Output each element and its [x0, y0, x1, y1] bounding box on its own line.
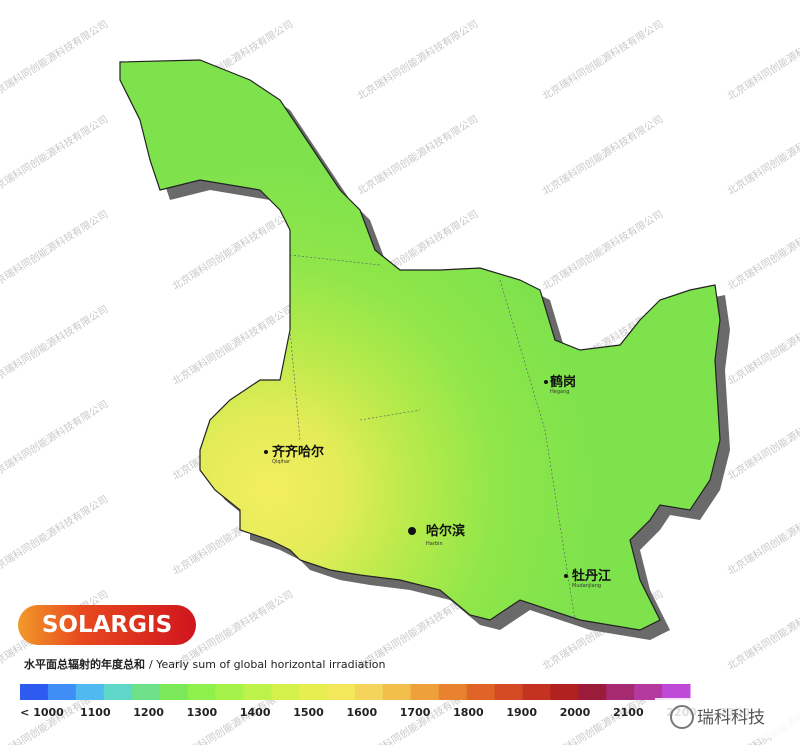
watermark-text: 北京瑞科同创能源科技有限公司	[540, 17, 666, 102]
legend-label: 1100	[80, 706, 111, 719]
watermark-text: 北京瑞科同创能源科技有限公司	[0, 492, 110, 577]
legend-label: 1800	[453, 706, 484, 719]
legend-swatch	[466, 684, 496, 700]
legend-swatch	[606, 684, 635, 700]
watermark-text: 北京瑞科同创能源科技有限公司	[725, 492, 800, 577]
watermark-text: 北京瑞科同创能源科技有限公司	[0, 397, 110, 482]
province-map	[119, 59, 730, 640]
watermark-text: 北京瑞科同创能源科技有限公司	[725, 302, 800, 387]
solargis-logo: SOLARGIS	[18, 605, 196, 645]
legend-swatch	[327, 684, 356, 700]
legend-swatch	[550, 684, 579, 700]
legend-label: < 1000	[20, 706, 64, 719]
legend-swatch	[103, 684, 133, 700]
legend-swatch	[382, 684, 412, 700]
city-name: 齐齐哈尔	[272, 444, 324, 460]
city-name: 哈尔滨	[426, 523, 465, 539]
legend-swatch	[410, 684, 440, 700]
watermark-text: 北京瑞科同创能源科技有限公司	[0, 207, 110, 292]
city-name-en: Hegang	[550, 389, 569, 395]
legend-swatch	[75, 684, 105, 700]
boundary-lines	[289, 254, 576, 621]
watermark-text: 北京瑞科同创能源科技有限公司	[0, 17, 110, 102]
watermark-text: 北京瑞科同创能源科技有限公司	[540, 207, 666, 292]
badge-text: 瑞科科技	[697, 708, 765, 728]
watermark-text: 北京瑞科同创能源科技有限公司	[725, 17, 800, 102]
city-dot	[564, 574, 568, 578]
city-name: 牡丹江	[572, 568, 611, 584]
watermark-text: 北京瑞科同创能源科技有限公司	[725, 587, 800, 672]
legend-swatch	[271, 684, 300, 700]
legend-swatch	[634, 684, 663, 700]
legend-label: 2000	[560, 706, 591, 719]
map-region	[119, 59, 721, 631]
legend-swatch	[159, 684, 188, 700]
logo-text: SOLARGIS	[42, 612, 172, 638]
legend: < 1000 1100 1200 1300 1400 1500 1600 1700 1800 19…	[20, 684, 751, 719]
watermark-text: 北京瑞科同创能源科技有限公司	[170, 207, 296, 292]
caption: 水平面总辐射的年度总和 / Yearly sum of global horizo…	[24, 657, 386, 671]
legend-label: 1500	[293, 706, 324, 719]
badge-icon	[670, 705, 694, 729]
legend-label: 2100	[613, 706, 644, 719]
legend-swatch	[243, 684, 272, 700]
legend-swatch	[47, 684, 77, 700]
watermark-text: 北京瑞科同创能源科技有限公司	[170, 302, 296, 387]
watermark-text: 北京瑞科同创能源科技有限公司	[725, 112, 800, 197]
city-name-en: Qiqihar	[272, 459, 291, 465]
legend-swatch	[299, 684, 328, 700]
city-dot	[408, 527, 416, 535]
watermark-text: 北京瑞科同创能源科技有限公司	[0, 112, 110, 197]
legend-swatch	[355, 684, 384, 700]
watermark-text: 北京瑞科同创能源科技有限公司	[725, 397, 800, 482]
city-name-en: Harbin	[426, 541, 443, 547]
legend-swatch	[662, 684, 691, 700]
city-dot	[544, 380, 548, 384]
legend-swatch	[215, 684, 244, 700]
legend-label: 1200	[133, 706, 164, 719]
city-name-en: Mudanjiang	[572, 583, 601, 589]
badge-bg	[655, 698, 800, 738]
wechat-badge: 瑞科科技	[655, 698, 800, 738]
city-dot	[264, 450, 268, 454]
legend-label: 1700	[400, 706, 431, 719]
legend-swatch	[20, 684, 49, 700]
watermark-text: 北京瑞科同创能源科技有限公司	[0, 302, 110, 387]
legend-label: 1600	[346, 706, 377, 719]
watermark-text: 北京瑞科同创能源科技有限公司	[355, 17, 481, 102]
legend-label: 1300	[187, 706, 218, 719]
watermark-text: 北京瑞科同创能源科技有限公司	[540, 112, 666, 197]
watermark-text: 北京瑞科同创能源科技有限公司	[355, 112, 481, 197]
legend-swatch	[187, 684, 216, 700]
city-name: 鹤岗	[550, 374, 576, 390]
legend-swatch	[494, 684, 523, 700]
legend-swatch	[522, 684, 551, 700]
watermark-text: 北京瑞科同创能源科技有限公司	[725, 207, 800, 292]
legend-label: 1400	[240, 706, 271, 719]
logo-bg	[18, 605, 196, 645]
legend-swatch	[578, 684, 607, 700]
caption-zh: 水平面总辐射的年度总和	[24, 657, 145, 671]
legend-swatch	[131, 684, 161, 700]
legend-swatch	[438, 684, 468, 700]
caption-en: / Yearly sum of global horizontal irradi…	[149, 658, 386, 671]
legend-label: 1900	[506, 706, 537, 719]
